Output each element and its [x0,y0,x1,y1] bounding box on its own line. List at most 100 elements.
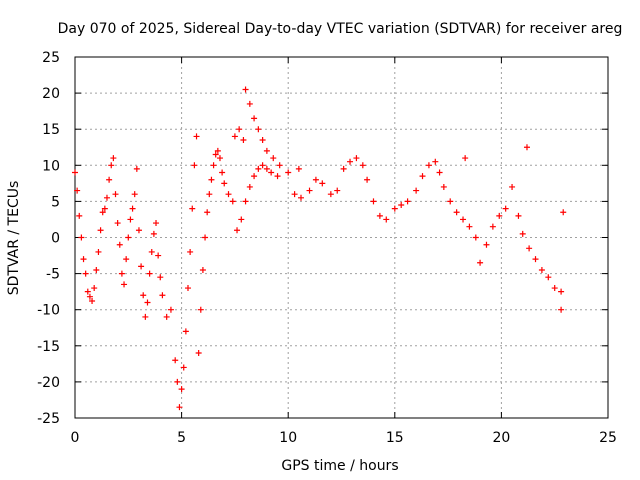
y-tick-label: 0 [51,231,60,247]
data-point [236,126,243,133]
data-point [157,274,164,281]
data-point [176,404,183,411]
data-point [432,158,439,165]
data-point [74,187,81,194]
data-point [276,162,283,169]
data-point [523,144,530,151]
data-point [327,191,334,198]
y-tick-label: -5 [46,267,60,283]
data-point [82,270,89,277]
data-point [118,270,125,277]
x-tick-label: 15 [386,430,404,446]
data-point [419,173,426,180]
data-point [97,227,104,234]
data-point [129,205,136,212]
data-point [114,220,121,227]
data-point [263,147,270,154]
data-point [489,223,496,230]
x-axis-tick-labels: 0 5 10 15 20 25 [71,430,617,446]
data-point [206,191,213,198]
data-point [84,288,91,295]
data-point [477,259,484,266]
y-tick-label: -10 [37,303,60,319]
data-point [538,266,545,273]
data-point [255,165,262,172]
data-point [263,165,270,172]
y-tick-label: 10 [42,158,60,174]
data-point [398,202,405,209]
data-point [212,151,219,158]
data-point [214,147,221,154]
data-point [172,357,179,364]
data-point [155,252,162,259]
x-tick-label: 25 [599,430,617,446]
axis-ticks [74,56,609,419]
data-point [78,234,85,241]
y-axis-tick-labels: 25 20 15 10 5 0 -5 -10 -15 -20 -25 [37,50,60,427]
data-point [106,176,113,183]
data-point [238,216,245,223]
y-tick-label: 20 [42,86,60,102]
data-point [101,205,108,212]
data-point [148,248,155,255]
data-point [502,205,509,212]
x-tick-label: 0 [71,430,80,446]
data-point [404,198,411,205]
data-point [125,234,132,241]
data-point [306,187,313,194]
data-point [195,350,202,357]
data-point [219,169,226,176]
data-points [72,86,567,411]
data-point [142,313,149,320]
data-point [191,162,198,169]
data-point [440,183,447,190]
data-point [72,169,78,176]
data-point [208,176,215,183]
data-point [291,191,298,198]
data-point [182,328,189,335]
data-point [347,158,354,165]
data-point [545,274,552,281]
data-point [246,183,253,190]
data-point [140,292,147,299]
data-point [80,256,87,263]
data-point [364,176,371,183]
data-point [95,248,102,255]
data-point [86,293,93,300]
data-point [153,220,160,227]
data-point [89,298,96,305]
data-point [509,183,516,190]
data-point [519,230,526,237]
data-point [460,216,467,223]
data-point [133,165,140,172]
data-point [274,173,281,180]
data-point [285,169,292,176]
data-point [204,209,211,216]
data-point [472,234,479,241]
data-point [453,209,460,216]
data-point [163,313,170,320]
data-point [340,165,347,172]
data-point [199,266,206,273]
y-tick-label: 15 [42,122,60,138]
data-point [251,173,258,180]
data-point [255,126,262,133]
data-point [391,205,398,212]
data-point [167,306,174,313]
data-point [413,187,420,194]
x-tick-label: 10 [279,430,297,446]
data-point [216,155,223,162]
data-point [110,155,117,162]
data-point [93,266,100,273]
x-axis-label: GPS time / hours [281,458,398,474]
data-point [319,180,326,187]
y-axis-label: SDTVAR / TECUs [6,181,22,296]
data-point [353,155,360,162]
data-point [297,194,304,201]
data-point [135,227,142,234]
data-point [121,281,128,288]
data-point [112,191,119,198]
data-point [370,198,377,205]
data-point [225,191,232,198]
